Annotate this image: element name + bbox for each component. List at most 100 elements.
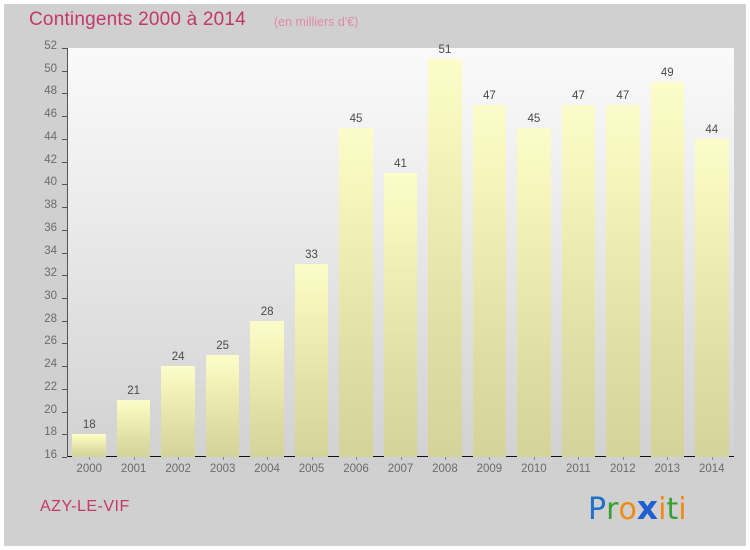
x-axis-tick-mark bbox=[578, 457, 580, 460]
bar-value-label: 47 bbox=[483, 89, 496, 102]
y-axis-tick-label: 20 bbox=[44, 403, 57, 416]
y-axis-tick-mark bbox=[62, 161, 67, 163]
x-axis: 2000 2001 2002 2003 2004 2005 2006 2007 2008 2009… bbox=[67, 457, 734, 480]
chart-header: Contingents 2000 à 2014 (en milliers d'€… bbox=[4, 4, 746, 40]
bar-group[interactable]: 49 bbox=[650, 48, 685, 457]
logo-letter-p: P bbox=[588, 492, 607, 527]
x-axis-tick-mark bbox=[489, 457, 491, 460]
logo-letter-o: o bbox=[618, 492, 637, 527]
bar-group[interactable]: 21 bbox=[116, 48, 151, 457]
y-axis-tick-mark bbox=[62, 70, 67, 72]
logo-letter-i2: i bbox=[678, 492, 687, 527]
bar-value-label: 18 bbox=[82, 419, 96, 432]
bar-group[interactable]: 24 bbox=[161, 48, 195, 457]
bar-value-label: 41 bbox=[394, 157, 407, 170]
bar-value-label: 51 bbox=[438, 44, 452, 57]
bar[interactable] bbox=[161, 366, 195, 457]
y-axis-tick-mark bbox=[62, 229, 67, 231]
y-axis-tick-mark bbox=[62, 434, 67, 436]
y-axis-tick-mark bbox=[62, 457, 67, 458]
bar-group[interactable]: 45 bbox=[339, 48, 373, 457]
chart-units-subtitle: (en milliers d'€) bbox=[274, 15, 359, 29]
bar[interactable] bbox=[650, 82, 685, 457]
bar-group[interactable]: 28 bbox=[250, 48, 284, 457]
x-axis-tick-label: 2008 bbox=[432, 463, 458, 475]
bar-series: 18 21 24 25 28 33 45 41 51 47 45 47 47 49 44 bbox=[67, 44, 734, 457]
y-axis-tick-mark bbox=[62, 138, 67, 140]
bar-value-label: 33 bbox=[305, 248, 318, 261]
bar-value-label: 28 bbox=[260, 305, 274, 318]
x-axis-tick-mark bbox=[89, 457, 91, 460]
bar-value-label: 25 bbox=[216, 339, 230, 352]
bar[interactable] bbox=[472, 104, 507, 457]
x-axis-tick-mark bbox=[444, 457, 446, 460]
bar-group[interactable]: 44 bbox=[694, 48, 729, 457]
x-axis-tick-label: 2004 bbox=[254, 463, 280, 475]
bar-group[interactable]: 33 bbox=[294, 48, 329, 457]
x-axis-tick-mark bbox=[622, 457, 624, 460]
y-axis-tick-mark bbox=[62, 275, 67, 277]
y-axis-tick-label: 18 bbox=[44, 426, 57, 439]
y-axis-tick-label: 52 bbox=[44, 40, 57, 52]
x-axis-tick-mark bbox=[178, 457, 180, 460]
bar[interactable] bbox=[606, 104, 640, 457]
y-axis-tick-label: 38 bbox=[44, 199, 57, 212]
bar-group[interactable]: 51 bbox=[428, 44, 462, 457]
bar-value-label: 44 bbox=[705, 123, 719, 136]
bar-group[interactable]: 25 bbox=[205, 48, 240, 457]
y-axis-tick-mark bbox=[62, 116, 67, 118]
x-axis-tick-label: 2009 bbox=[476, 463, 503, 475]
bar-value-label: 24 bbox=[171, 351, 185, 364]
x-axis-tick-label: 2013 bbox=[654, 463, 681, 475]
y-axis-tick-label: 40 bbox=[44, 176, 57, 189]
y-axis-tick-label: 16 bbox=[44, 449, 57, 461]
bar[interactable] bbox=[250, 320, 284, 457]
y-axis-tick-label: 28 bbox=[44, 312, 57, 325]
proxiti-logo[interactable]: Proxiti bbox=[588, 490, 687, 528]
x-axis-tick-label: 2000 bbox=[76, 463, 103, 475]
bar[interactable] bbox=[694, 138, 729, 457]
x-axis-tick-mark bbox=[222, 457, 224, 460]
x-axis-tick-label: 2012 bbox=[610, 463, 636, 475]
x-axis-tick-mark bbox=[311, 457, 313, 460]
bar-group[interactable]: 45 bbox=[517, 48, 551, 457]
bar-group[interactable]: 18 bbox=[72, 48, 106, 457]
bar[interactable] bbox=[428, 59, 462, 457]
y-axis-tick-mark bbox=[62, 343, 67, 345]
logo-letter-i1: i bbox=[658, 492, 667, 527]
bar[interactable] bbox=[72, 434, 106, 457]
y-axis-tick-label: 44 bbox=[44, 130, 57, 143]
chart-footer: AZY-LE-VIF Proxiti bbox=[4, 484, 746, 546]
y-axis-tick-mark bbox=[62, 388, 67, 390]
page-title: Contingents 2000 à 2014 bbox=[29, 9, 246, 30]
y-axis-tick-mark bbox=[62, 184, 67, 186]
y-axis-tick-label: 32 bbox=[44, 267, 57, 280]
bar[interactable] bbox=[517, 127, 551, 457]
bar[interactable] bbox=[205, 354, 240, 457]
bar[interactable] bbox=[561, 104, 596, 457]
x-axis-tick-mark bbox=[356, 457, 358, 460]
y-axis-tick-mark bbox=[62, 48, 67, 49]
bar[interactable] bbox=[294, 263, 329, 457]
y-axis-tick-label: 30 bbox=[44, 289, 57, 302]
y-axis-tick-mark bbox=[62, 252, 67, 254]
bar[interactable] bbox=[339, 127, 373, 457]
y-axis-tick-label: 26 bbox=[44, 335, 57, 348]
x-axis-tick-mark bbox=[667, 457, 669, 460]
bar-group[interactable]: 47 bbox=[606, 48, 640, 457]
bar[interactable] bbox=[383, 172, 418, 457]
bar-value-label: 49 bbox=[660, 67, 674, 80]
x-axis-tick-mark bbox=[400, 457, 402, 460]
y-axis-tick-label: 24 bbox=[44, 358, 57, 371]
bar-group[interactable]: 47 bbox=[472, 48, 507, 457]
y-axis-tick-label: 42 bbox=[44, 153, 57, 166]
bar-value-label: 47 bbox=[571, 89, 585, 102]
y-axis-tick-label: 22 bbox=[44, 380, 57, 393]
x-axis-tick-label: 2006 bbox=[343, 463, 369, 475]
x-axis-tick-mark bbox=[711, 457, 713, 460]
bar[interactable] bbox=[116, 400, 151, 457]
bar-group[interactable]: 41 bbox=[383, 48, 418, 457]
bar-group[interactable]: 47 bbox=[561, 48, 596, 457]
x-axis-tick-mark bbox=[267, 457, 269, 460]
